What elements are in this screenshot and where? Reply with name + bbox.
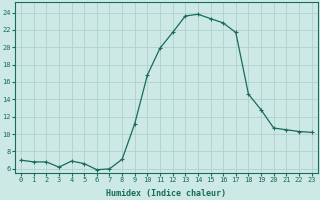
X-axis label: Humidex (Indice chaleur): Humidex (Indice chaleur) (106, 189, 226, 198)
